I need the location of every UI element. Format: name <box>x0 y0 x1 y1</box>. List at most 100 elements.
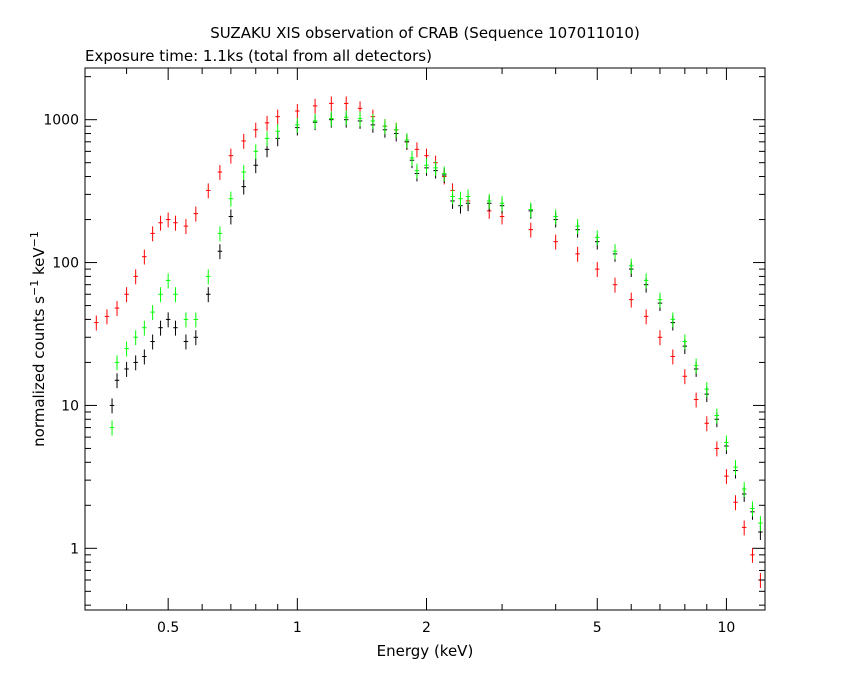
data-point <box>124 341 129 357</box>
data-point <box>343 96 349 112</box>
data-point <box>424 158 429 174</box>
data-point <box>553 209 558 225</box>
data-point <box>458 191 463 207</box>
y-tick-label: 1 <box>70 541 79 557</box>
data-point <box>109 420 115 436</box>
data-point <box>670 349 676 365</box>
data-point <box>124 361 129 377</box>
x-tick-label: 0.5 <box>157 620 179 636</box>
data-point <box>628 292 634 308</box>
data-point <box>275 109 280 125</box>
data-point <box>343 110 349 126</box>
data-point <box>206 183 211 199</box>
data-point <box>657 292 663 308</box>
data-point <box>241 165 246 180</box>
data-point <box>693 392 699 408</box>
data-point <box>228 148 234 164</box>
series-1 <box>109 112 763 540</box>
data-point <box>704 382 710 398</box>
data-point <box>193 330 199 346</box>
data-point <box>643 273 649 289</box>
y-tick-label: 100 <box>52 256 79 272</box>
data-point <box>264 115 270 131</box>
data-point <box>173 287 178 303</box>
data-point <box>499 196 505 212</box>
data-point <box>109 398 115 414</box>
series-0 <box>84 96 763 588</box>
data-point <box>142 249 147 265</box>
plot-content <box>84 96 763 588</box>
data-point <box>158 287 163 303</box>
data-point <box>486 193 492 209</box>
data-point <box>733 460 738 476</box>
data-point <box>724 469 729 485</box>
data-point <box>158 320 163 336</box>
data-point <box>528 202 534 218</box>
data-point <box>682 369 688 385</box>
data-point <box>165 212 171 228</box>
data-point <box>183 312 189 328</box>
data-point <box>595 230 600 246</box>
data-point <box>370 113 376 129</box>
data-point <box>150 226 155 242</box>
data-point <box>628 258 634 274</box>
data-point <box>404 133 410 148</box>
data-point <box>553 234 558 250</box>
data-point <box>114 301 120 317</box>
data-point <box>173 320 178 336</box>
data-point <box>241 179 246 195</box>
data-point <box>414 163 420 179</box>
data-point <box>217 244 223 260</box>
data-point <box>183 334 189 350</box>
data-point <box>393 122 399 138</box>
chart-title: SUZAKU XIS observation of CRAB (Sequence… <box>210 24 640 42</box>
x-tick-label: 5 <box>593 620 602 636</box>
data-point <box>657 330 663 346</box>
data-point <box>465 189 471 205</box>
data-point <box>741 520 747 536</box>
data-point <box>183 219 189 235</box>
data-point <box>94 315 99 331</box>
x-tick-label: 10 <box>718 620 736 636</box>
data-point <box>150 334 155 350</box>
data-point <box>142 320 147 336</box>
data-point <box>295 103 300 119</box>
y-axis-label-sup1: −1 <box>28 280 41 296</box>
data-point <box>253 122 258 138</box>
data-point <box>165 312 171 328</box>
data-point <box>104 309 110 325</box>
data-point <box>133 355 138 371</box>
data-point <box>682 334 688 350</box>
y-axis-label-mid: keV <box>30 247 48 280</box>
x-tick-label: 1 <box>293 620 302 636</box>
y-axis-label: normalized counts s−1 keV−1 <box>28 231 48 447</box>
data-point <box>228 191 234 207</box>
data-point <box>173 215 178 231</box>
data-point <box>275 124 280 140</box>
data-point <box>741 481 747 497</box>
data-point <box>433 160 438 176</box>
data-point <box>150 305 155 321</box>
data-point <box>733 495 738 511</box>
data-point <box>714 408 720 424</box>
data-point <box>450 189 455 205</box>
data-point <box>442 166 447 182</box>
data-point <box>124 287 129 303</box>
data-point <box>206 269 211 285</box>
data-point <box>714 441 720 457</box>
data-point <box>643 309 649 325</box>
y-tick-label: 10 <box>61 398 79 414</box>
data-point <box>228 209 234 225</box>
data-point <box>414 142 420 158</box>
data-point <box>264 131 270 147</box>
plot-frame <box>84 67 766 611</box>
data-point <box>312 113 318 129</box>
data-point <box>217 165 223 180</box>
data-point <box>329 96 334 112</box>
data-point <box>114 373 120 389</box>
data-point <box>312 98 318 114</box>
data-point <box>133 269 138 285</box>
x-axis-label: Energy (keV) <box>377 642 474 660</box>
data-point <box>528 222 534 238</box>
